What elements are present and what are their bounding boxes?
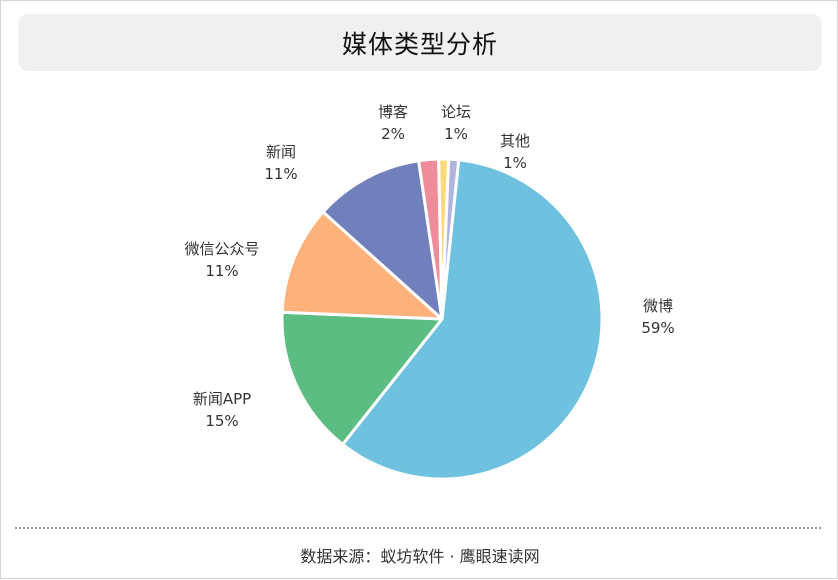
slice-name-label: 论坛 [441, 103, 471, 121]
slice-name-label: 博客 [378, 103, 408, 121]
title-bar: 媒体类型分析 [18, 14, 822, 71]
slice-name-label: 微信公众号 [184, 240, 259, 258]
slice-name-label: 新闻 [266, 143, 296, 161]
slice-name-label: 微博 [643, 297, 673, 315]
slice-percent-label: 59% [641, 319, 674, 337]
pie-slice-1 [280, 310, 444, 446]
pie-slice-0 [341, 158, 604, 481]
slice-percent-label: 1% [503, 154, 527, 172]
source-note: 数据来源：蚁坊软件 · 鹰眼速读网 [300, 547, 540, 566]
slice-percent-label: 15% [205, 412, 238, 430]
pie-slice-2 [280, 210, 444, 321]
slice-name-label: 新闻APP [193, 390, 251, 408]
pie-slice-6 [440, 157, 461, 321]
slice-percent-label: 1% [444, 125, 468, 143]
slice-percent-label: 11% [264, 165, 297, 183]
chart-title: 媒体类型分析 [341, 29, 498, 59]
slice-name-label: 其他 [500, 132, 530, 150]
divider [15, 527, 821, 529]
slice-percent-label: 2% [381, 125, 405, 143]
pie-slice-3 [321, 159, 444, 321]
slice-percent-label: 11% [205, 262, 238, 280]
